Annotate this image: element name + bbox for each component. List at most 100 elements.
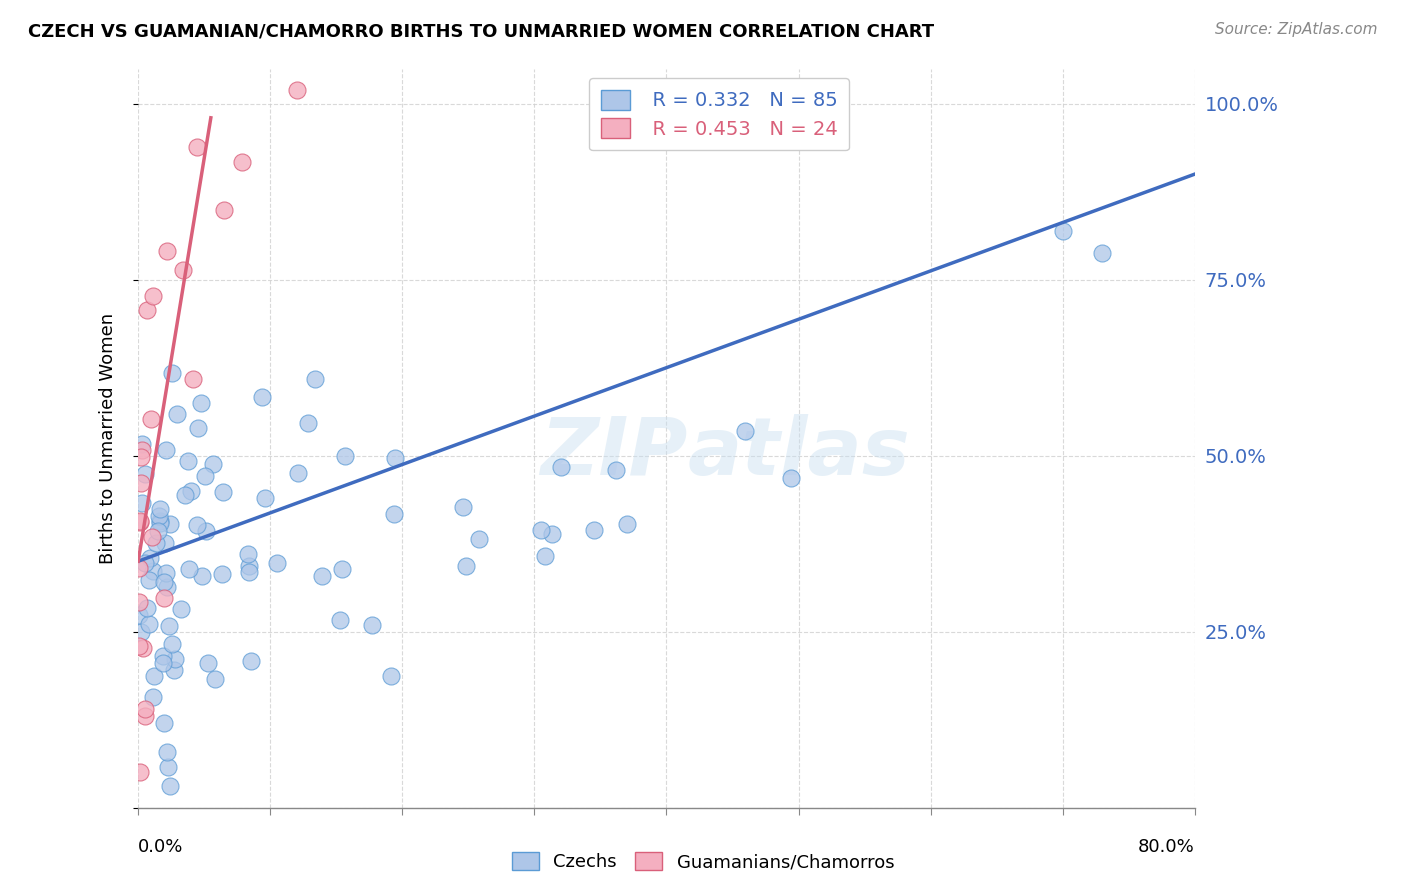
Point (155, 745, 177, 759)
Point (129, 765, 152, 780)
Y-axis label: Births to Unmarried Women: Births to Unmarried Women (100, 312, 117, 564)
Point (128, 561, 150, 575)
Point (285, 82, 308, 96)
Text: 0.0%: 0.0% (138, 838, 184, 856)
Point (134, 702, 156, 716)
Point (134, 709, 156, 723)
Point (238, 565, 260, 579)
Point (239, 654, 262, 668)
Point (145, 535, 167, 549)
Point (266, 556, 288, 570)
Point (136, 601, 159, 615)
Point (129, 514, 152, 528)
Point (162, 637, 184, 651)
Point (134, 556, 156, 570)
Legend: Czechs, Guamanians/Chamorros: Czechs, Guamanians/Chamorros (505, 845, 901, 879)
Point (238, 558, 260, 573)
Point (211, 566, 233, 581)
Point (152, 574, 174, 589)
Point (616, 517, 638, 532)
Text: 80.0%: 80.0% (1137, 838, 1195, 856)
Text: atlas: atlas (688, 414, 910, 491)
Point (1052, 224, 1074, 238)
Point (131, 443, 153, 458)
Point (142, 564, 165, 578)
Point (131, 624, 153, 639)
Point (132, 641, 155, 656)
Point (191, 568, 214, 582)
Point (134, 467, 156, 482)
Point (131, 496, 153, 510)
Point (131, 475, 153, 490)
Point (190, 395, 212, 409)
Point (128, 640, 150, 654)
Text: Source: ZipAtlas.com: Source: ZipAtlas.com (1215, 22, 1378, 37)
Point (311, 569, 333, 583)
Point (142, 289, 165, 303)
Point (583, 523, 606, 537)
Point (163, 663, 186, 677)
Point (186, 140, 208, 154)
Point (287, 466, 309, 480)
Point (128, 607, 150, 622)
Point (250, 390, 273, 404)
Point (179, 562, 201, 576)
Point (187, 421, 209, 435)
Point (142, 669, 165, 683)
Point (155, 443, 177, 458)
Point (468, 532, 491, 546)
Point (197, 656, 219, 670)
Point (139, 550, 162, 565)
Point (152, 657, 174, 671)
Point (162, 367, 184, 381)
Point (149, 514, 172, 528)
Point (129, 450, 152, 465)
Point (541, 527, 564, 541)
Point (361, 618, 384, 632)
Point (138, 574, 160, 588)
Point (254, 491, 277, 505)
Point (155, 566, 177, 581)
Point (157, 619, 180, 633)
Point (328, 613, 350, 627)
Point (148, 502, 170, 516)
Point (131, 437, 153, 451)
Point (180, 483, 202, 498)
Point (212, 202, 235, 217)
Point (163, 652, 186, 666)
Point (534, 549, 557, 563)
Point (142, 690, 165, 704)
Point (139, 412, 162, 426)
Point (236, 547, 259, 561)
Point (333, 449, 356, 463)
Point (136, 302, 159, 317)
Point (194, 524, 217, 538)
Text: ZIP: ZIP (540, 414, 688, 491)
Point (152, 648, 174, 663)
Point (157, 760, 180, 774)
Point (156, 244, 179, 258)
Point (384, 451, 406, 466)
Point (166, 407, 188, 421)
Point (382, 507, 405, 521)
Point (159, 780, 181, 794)
Point (156, 580, 179, 594)
Point (148, 524, 170, 538)
Point (153, 591, 176, 605)
Point (153, 536, 176, 550)
Point (149, 516, 172, 530)
Point (148, 508, 170, 523)
Point (380, 669, 402, 683)
Point (173, 263, 195, 277)
Point (1091, 246, 1114, 260)
Point (605, 463, 627, 477)
Text: CZECH VS GUAMANIAN/CHAMORRO BIRTHS TO UNMARRIED WOMEN CORRELATION CHART: CZECH VS GUAMANIAN/CHAMORRO BIRTHS TO UN… (28, 22, 934, 40)
Point (177, 454, 200, 468)
Point (780, 471, 803, 485)
Point (304, 372, 326, 386)
Point (138, 617, 160, 632)
Point (129, 515, 152, 529)
Point (734, 424, 756, 438)
Point (231, 154, 253, 169)
Point (128, 594, 150, 608)
